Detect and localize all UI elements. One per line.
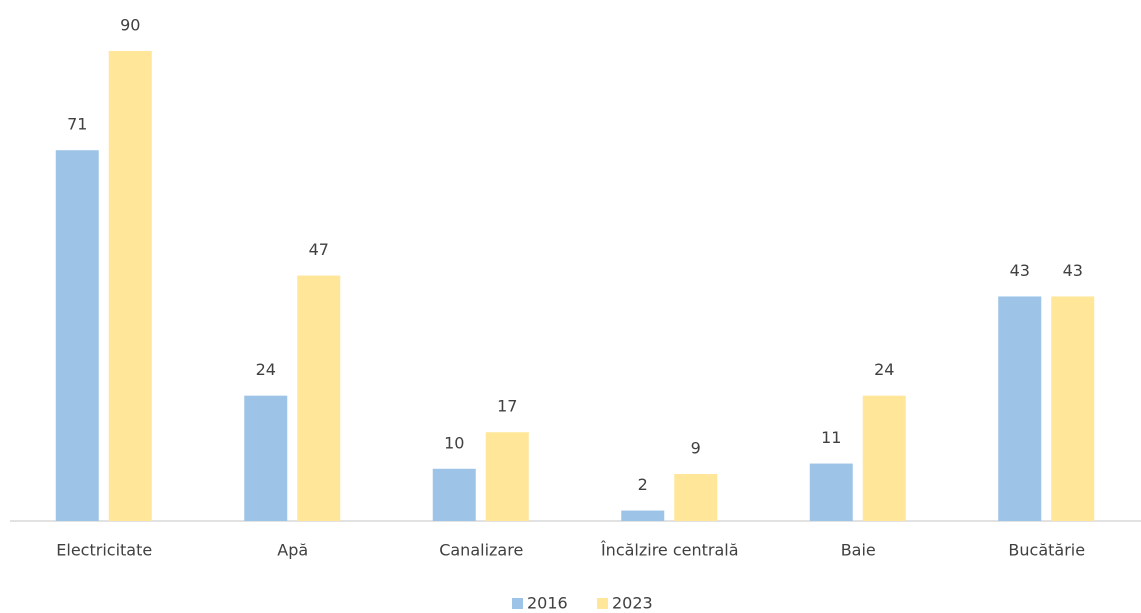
x-tick-label: Bucătărie [1008, 541, 1085, 560]
bar [108, 51, 152, 521]
data-label: 24 [256, 360, 276, 379]
data-label: 24 [874, 360, 894, 379]
data-label: 17 [497, 397, 517, 416]
bar [432, 468, 476, 521]
data-label: 90 [120, 16, 140, 35]
data-label: 43 [1063, 261, 1083, 280]
data-label: 47 [309, 240, 329, 259]
data-label: 71 [67, 115, 87, 134]
x-tick-label: Încălzire centrală [600, 541, 739, 560]
bar [297, 275, 341, 521]
data-label: 43 [1010, 261, 1030, 280]
bar [862, 395, 906, 521]
legend-label: 2023 [612, 594, 653, 613]
data-label: 11 [821, 428, 841, 447]
legend-label: 2016 [527, 594, 568, 613]
data-label: 2 [638, 475, 648, 494]
bar [55, 150, 99, 521]
legend-swatch [512, 598, 523, 609]
x-tick-label: Apă [277, 541, 308, 560]
bar [485, 432, 529, 521]
bar [809, 463, 853, 521]
bar [621, 510, 665, 521]
x-tick-label: Baie [841, 541, 876, 560]
bar [998, 296, 1042, 521]
x-tick-label: Canalizare [439, 541, 523, 560]
bar [1051, 296, 1095, 521]
bar [674, 474, 718, 521]
legend-swatch [597, 598, 608, 609]
data-label: 9 [691, 439, 701, 458]
bar [244, 395, 288, 521]
x-tick-label: Electricitate [56, 541, 152, 560]
data-label: 10 [444, 433, 464, 452]
